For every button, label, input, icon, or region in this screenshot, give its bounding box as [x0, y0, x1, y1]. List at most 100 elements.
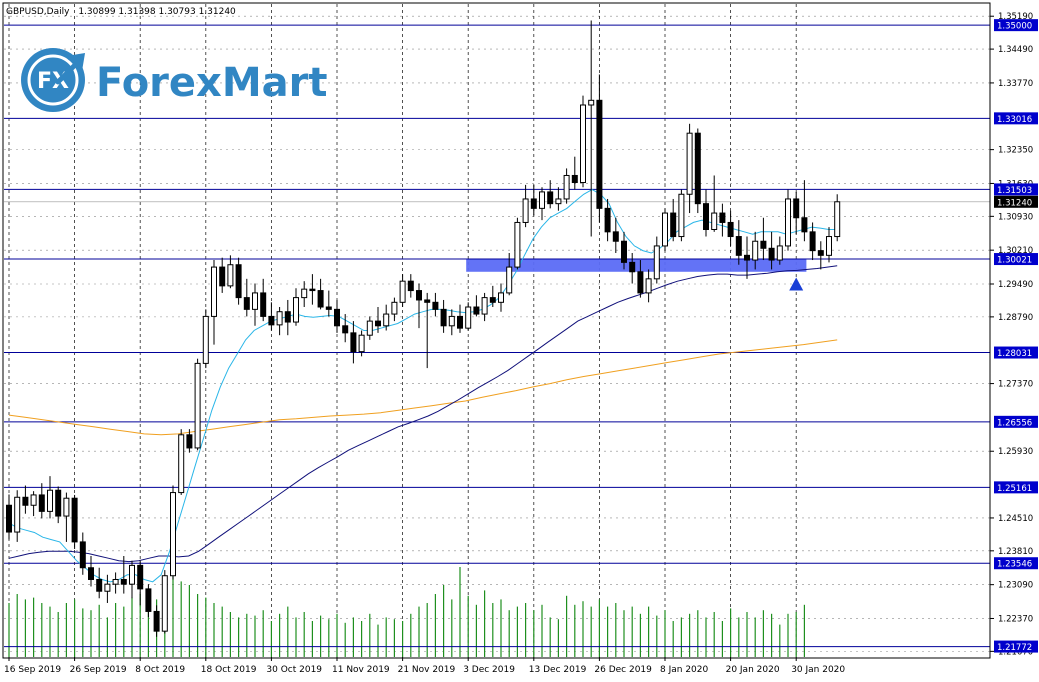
candle-body [809, 231, 816, 252]
candle [178, 429, 185, 495]
candle [276, 307, 283, 336]
current-price-bg [994, 195, 1038, 208]
candle [71, 494, 78, 549]
candle [383, 304, 390, 331]
candle-body [440, 308, 447, 327]
candle-body [580, 104, 586, 184]
ohlc-values: 1.30899 1.31398 1.30793 1.31240 [78, 7, 236, 17]
y-tick-label: 1.28790 [998, 313, 1033, 323]
candle [375, 307, 381, 333]
candle [489, 285, 496, 308]
candle [768, 231, 775, 270]
candle-body [662, 212, 668, 247]
candle-body [448, 315, 455, 327]
candle [571, 156, 578, 190]
x-tick-label: 20 Jan 2020 [726, 665, 780, 675]
y-tick-label: 1.33770 [998, 79, 1033, 89]
y-tick-label: 1.24510 [998, 514, 1033, 524]
candle [104, 574, 111, 603]
candle-body [194, 362, 201, 449]
candle [727, 210, 734, 246]
candle-body [55, 489, 62, 517]
candle [555, 187, 562, 211]
candle-body [776, 245, 783, 261]
candle-body [284, 311, 291, 323]
candle [776, 236, 783, 265]
candle-body [30, 494, 37, 506]
horizontal-levels[interactable] [4, 24, 990, 648]
candle-body [309, 288, 316, 292]
candle [6, 494, 12, 540]
candle [473, 295, 480, 317]
y-tick-label: 1.23810 [998, 547, 1033, 557]
candle [260, 278, 267, 322]
x-tick-label: 8 Jan 2020 [660, 665, 708, 675]
candle [637, 260, 644, 298]
level-label-bg [994, 415, 1038, 428]
candle-body [334, 308, 340, 327]
candle [227, 255, 234, 289]
forexmart-logo: FX ForexMart [21, 48, 327, 112]
candle-body [120, 578, 127, 585]
candle-body [760, 240, 767, 249]
level-label-text: 1.25161 [997, 484, 1032, 494]
candle [55, 486, 62, 524]
candle [137, 560, 144, 606]
candle [284, 299, 291, 336]
candle [547, 180, 554, 209]
candle-body [170, 492, 176, 577]
level-label-bg [994, 183, 1038, 196]
candle-body [785, 198, 791, 247]
candle-body [498, 292, 504, 303]
level-label-bg [994, 346, 1038, 359]
candle-body [38, 494, 45, 512]
candle [293, 288, 299, 326]
y-tick-label: 1.34490 [998, 45, 1033, 55]
candle-body [276, 311, 283, 326]
x-tick-label: 18 Oct 2019 [201, 665, 257, 675]
candle [760, 217, 767, 261]
candle [785, 189, 791, 251]
candle-body [235, 264, 242, 299]
candle-body [670, 212, 677, 238]
symbol-header: GBPUSD,Daily 1.30899 1.31398 1.30793 1.3… [6, 7, 236, 17]
candle-body [243, 297, 250, 310]
x-tick-label: 26 Sep 2019 [70, 665, 127, 675]
candle-body [768, 247, 775, 261]
candle [235, 257, 242, 305]
time-axis: 16 Sep 2019 26 Sep 2019 8 Oct 2019 18 Oct 2… [4, 657, 845, 675]
level-label-text: 1.26556 [997, 418, 1032, 428]
candle [301, 281, 308, 308]
candle [457, 304, 463, 333]
candle [588, 20, 595, 237]
candle-body [153, 610, 160, 632]
candle-body [703, 203, 709, 230]
candle [834, 194, 841, 242]
candle [809, 222, 816, 261]
level-label-text: 1.35000 [997, 22, 1032, 32]
level-label-bg [994, 19, 1038, 32]
candle [678, 189, 685, 242]
candle-body [63, 497, 70, 517]
candle-body [186, 434, 193, 449]
candle [506, 252, 513, 296]
candle-body [571, 174, 578, 184]
x-tick-label: 3 Dec 2019 [463, 665, 515, 675]
chart-frame [2, 2, 991, 659]
candle-body [752, 240, 759, 261]
candle-body [178, 434, 185, 494]
candle-body [530, 198, 537, 209]
y-tick-label: 1.22370 [998, 614, 1033, 624]
x-tick-label: 8 Oct 2019 [135, 665, 185, 675]
candle-body [555, 198, 562, 205]
candle-body [399, 280, 406, 303]
candle [719, 203, 726, 237]
candle [88, 555, 94, 587]
level-label-bg [994, 557, 1038, 570]
candle-body [145, 588, 152, 612]
candle-body [506, 266, 513, 294]
sma-slow-line [8, 339, 838, 436]
candle [153, 605, 160, 637]
level-label-text: 1.28031 [997, 349, 1032, 359]
